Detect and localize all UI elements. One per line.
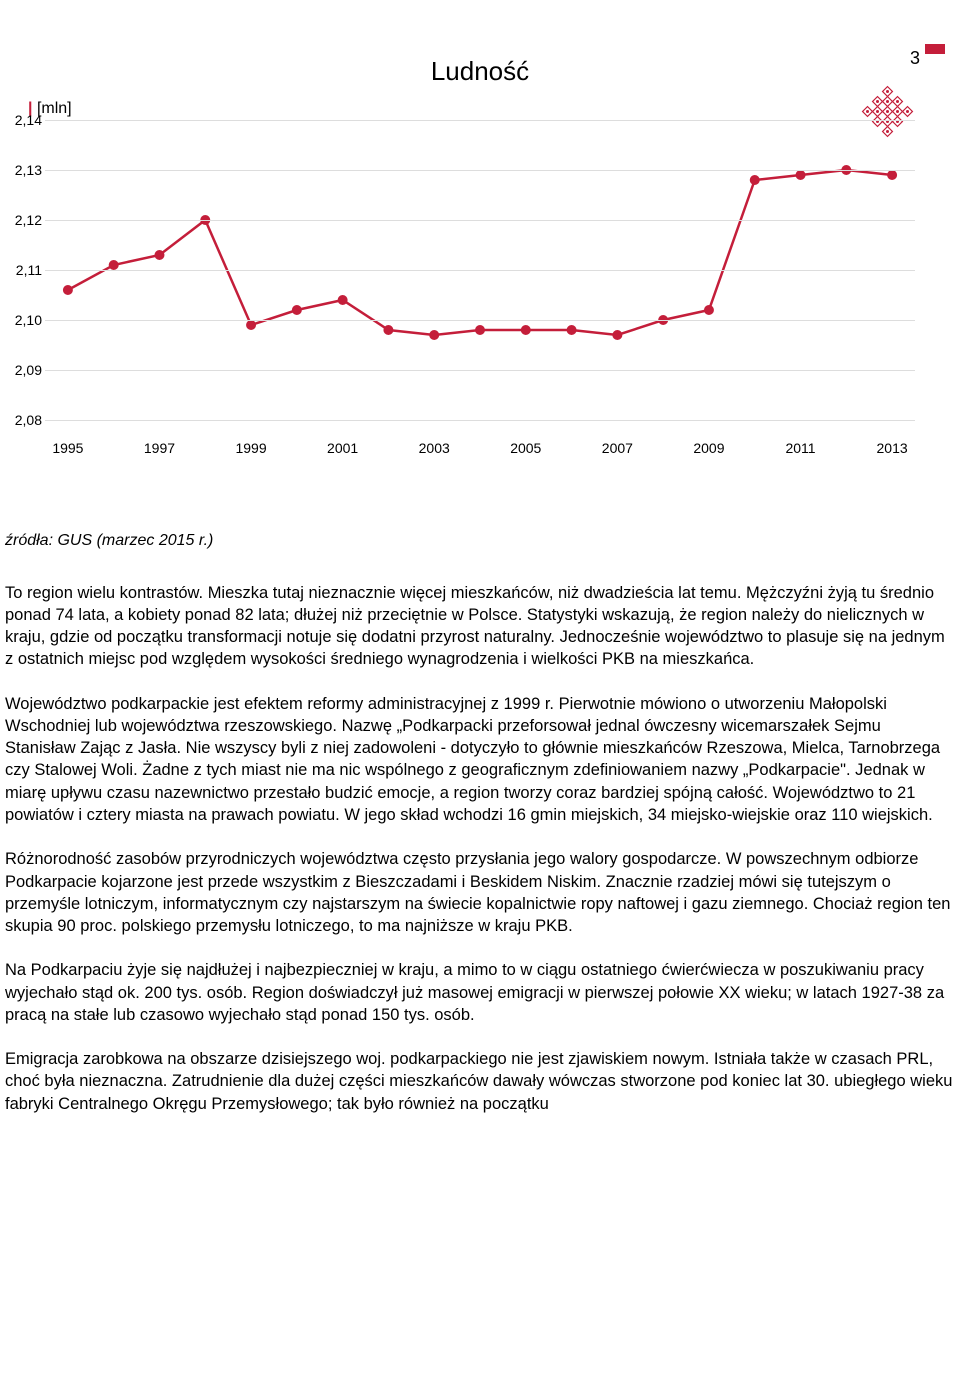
- x-tick-label: 2005: [510, 440, 541, 456]
- y-tick-label: 2,12: [15, 212, 42, 228]
- y-tick-label: 2,08: [15, 412, 42, 428]
- gridline: [45, 320, 915, 321]
- chart-marker: [887, 170, 897, 180]
- gridline: [45, 270, 915, 271]
- x-tick-label: 2001: [327, 440, 358, 456]
- chart-marker: [475, 325, 485, 335]
- y-tick-label: 2,11: [16, 262, 42, 278]
- chart-marker: [704, 305, 714, 315]
- y-axis-ticks: 2,082,092,102,112,122,132,14: [2, 120, 42, 420]
- chart-line: [68, 170, 892, 335]
- chart-marker: [750, 175, 760, 185]
- paragraph: Różnorodność zasobów przyrodniczych woje…: [5, 848, 955, 937]
- paragraph: Województwo podkarpackie jest efektem re…: [5, 693, 955, 827]
- x-tick-label: 1997: [144, 440, 175, 456]
- chart-marker: [246, 320, 256, 330]
- y-tick-label: 2,09: [15, 362, 42, 378]
- paragraph: Na Podkarpaciu żyje się najdłużej i najb…: [5, 959, 955, 1026]
- x-axis-ticks: 1995 1997 1999 2001 2003 2005 2007 2009 2011 2013: [45, 440, 915, 460]
- chart-title: Ludność: [431, 56, 529, 87]
- chart-marker: [521, 325, 531, 335]
- chart-marker: [338, 295, 348, 305]
- gridline: [45, 170, 915, 171]
- chart-marker: [612, 330, 622, 340]
- x-tick-label: 2003: [419, 440, 450, 456]
- paragraph: Emigracja zarobkowa na obszarze dzisiejs…: [5, 1048, 955, 1115]
- article-body: źródła: GUS (marzec 2015 r.) To region w…: [5, 530, 955, 1137]
- x-tick-label: 1995: [52, 440, 83, 456]
- gridline: [45, 370, 915, 371]
- x-tick-label: 2007: [602, 440, 633, 456]
- chart-marker: [796, 170, 806, 180]
- gridline: [45, 220, 915, 221]
- gridline: [45, 120, 915, 121]
- x-tick-label: 2013: [877, 440, 908, 456]
- chart-marker: [567, 325, 577, 335]
- chart-marker: [109, 260, 119, 270]
- chart-marker: [154, 250, 164, 260]
- chart-source: źródła: GUS (marzec 2015 r.): [5, 530, 955, 552]
- y-tick-label: 2,14: [15, 112, 42, 128]
- population-chart: Ludność: [0, 40, 960, 460]
- gridline: [45, 420, 915, 421]
- x-tick-label: 1999: [235, 440, 266, 456]
- y-tick-label: 2,10: [15, 312, 42, 328]
- paragraph: To region wielu kontrastów. Mieszka tuta…: [5, 582, 955, 671]
- chart-marker: [429, 330, 439, 340]
- x-tick-label: 2011: [785, 440, 815, 456]
- x-tick-label: 2009: [693, 440, 724, 456]
- chart-marker: [292, 305, 302, 315]
- chart-marker: [63, 285, 73, 295]
- y-tick-label: 2,13: [15, 162, 42, 178]
- chart-marker: [383, 325, 393, 335]
- chart-plot-area: [45, 120, 915, 420]
